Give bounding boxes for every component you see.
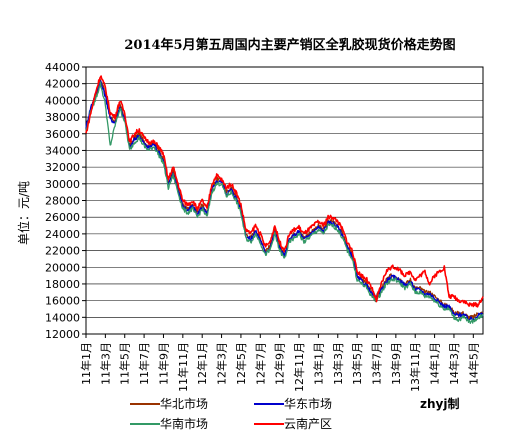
x-axis: 11年1月 11年3月 11年5月 11年7月 11年9月 11年11月 12年1月 12年3… xyxy=(79,334,480,392)
y-tick-label: 18000 xyxy=(45,278,80,291)
y-axis: 12000 14000 16000 18000 20000 22000 24000 26000… xyxy=(45,61,86,341)
y-tick-label: 26000 xyxy=(45,211,80,224)
y-tick-label: 34000 xyxy=(45,144,80,157)
y-tick-label: 42000 xyxy=(45,78,80,91)
x-tick-label: 14年1月 xyxy=(428,342,442,385)
y-tick-label: 24000 xyxy=(45,228,80,241)
series-line xyxy=(85,75,484,308)
x-tick-label: 13年5月 xyxy=(350,342,364,385)
x-tick-label: 13年3月 xyxy=(331,342,345,385)
grid-lines xyxy=(86,83,483,318)
x-tick-label: 13年1月 xyxy=(311,342,325,385)
y-tick-label: 22000 xyxy=(45,245,80,258)
y-tick-label: 32000 xyxy=(45,161,80,174)
plot-area xyxy=(85,66,484,335)
x-tick-label: 13年7月 xyxy=(369,342,383,385)
y-tick-label: 40000 xyxy=(45,94,80,107)
y-tick-label: 12000 xyxy=(45,328,80,341)
x-tick-label: 12年7月 xyxy=(253,342,267,385)
x-tick-label: 11年11月 xyxy=(176,342,190,392)
x-tick-label: 12年5月 xyxy=(234,342,248,385)
series-layer xyxy=(85,75,484,325)
x-tick-label: 14年5月 xyxy=(466,342,480,385)
x-tick-label: 11年3月 xyxy=(98,342,112,385)
y-axis-label: 单位：元/吨 xyxy=(16,181,31,245)
x-tick-label: 13年11月 xyxy=(408,342,422,392)
x-tick-label: 12年3月 xyxy=(215,342,229,385)
y-axis-title: 单位：元/吨 xyxy=(16,181,31,245)
x-tick-label: 14年3月 xyxy=(447,342,461,385)
x-tick-label: 11年5月 xyxy=(118,342,132,385)
y-tick-label: 36000 xyxy=(45,128,80,141)
x-tick-label: 12年9月 xyxy=(273,342,287,385)
x-tick-label: 11年7月 xyxy=(137,342,151,385)
legend-label: 华东市场 xyxy=(284,396,332,411)
credit-label: zhyj制 xyxy=(420,396,459,411)
x-tick-label: 12年1月 xyxy=(195,342,209,385)
chart-title: 2014年5月第五周国内主要产销区全乳胶现货价格走势图 xyxy=(124,37,455,53)
y-tick-label: 20000 xyxy=(45,261,80,274)
x-tick-label: 12年11月 xyxy=(292,342,306,392)
x-tick-label: 11年9月 xyxy=(156,342,170,385)
y-tick-label: 44000 xyxy=(45,61,80,74)
y-tick-label: 38000 xyxy=(45,111,80,124)
y-tick-label: 16000 xyxy=(45,295,80,308)
legend-label: 华南市场 xyxy=(160,416,208,431)
y-tick-label: 14000 xyxy=(45,311,80,324)
series-line xyxy=(85,81,484,325)
y-tick-label: 28000 xyxy=(45,195,80,208)
x-tick-label: 13年9月 xyxy=(389,342,403,385)
y-tick-label: 30000 xyxy=(45,178,80,191)
x-tick-label: 11年1月 xyxy=(79,342,93,385)
legend-label: 云南产区 xyxy=(284,416,332,431)
legend-label: 华北市场 xyxy=(160,396,208,411)
